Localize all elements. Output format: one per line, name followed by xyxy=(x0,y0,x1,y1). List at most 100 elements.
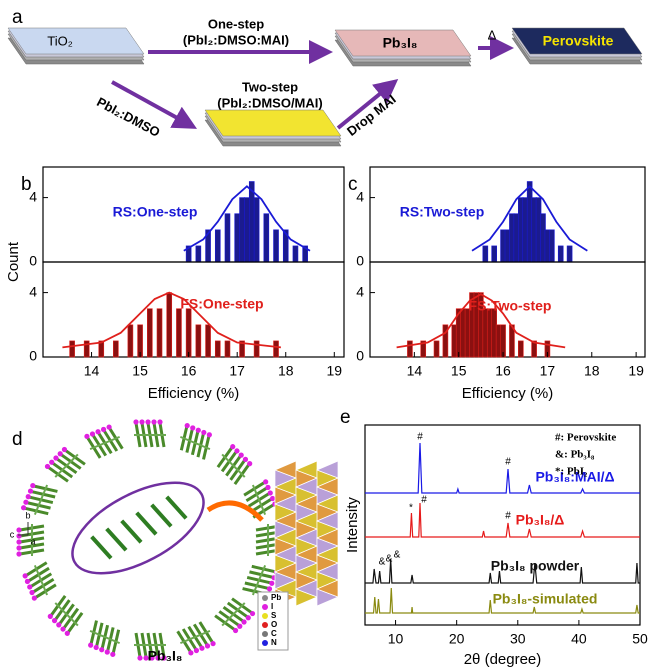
structure-caption: Pb₃I₈ xyxy=(148,648,183,664)
bar xyxy=(434,341,439,357)
x-axis-label: Efficiency (%) xyxy=(148,385,239,402)
bar xyxy=(235,214,240,262)
series-label: FS:One-step xyxy=(180,296,263,312)
atom xyxy=(145,419,150,424)
x-tick-label: 17 xyxy=(540,363,556,379)
x-axis-label: Efficiency (%) xyxy=(462,385,553,402)
series-label: RS:Two-step xyxy=(400,204,485,220)
bar xyxy=(215,230,220,262)
legend-label: O xyxy=(271,620,277,629)
atom xyxy=(16,545,21,550)
chain-cluster xyxy=(175,422,216,460)
x-tick-label: 18 xyxy=(584,363,600,379)
x-tick-label: 16 xyxy=(181,363,197,379)
route-recipe: (PbI₂:DMSO/MAI) xyxy=(217,95,322,110)
atom xyxy=(25,493,32,500)
legend-label: C xyxy=(271,629,277,638)
chain-cluster xyxy=(213,443,256,486)
atom xyxy=(109,651,116,658)
bar xyxy=(215,341,220,357)
bar xyxy=(244,198,249,262)
bar xyxy=(274,230,279,262)
bar xyxy=(293,246,298,262)
trace-label: Pb₃I₈/Δ xyxy=(516,512,565,528)
route-label: Two-step xyxy=(242,79,298,94)
peak-marker: * xyxy=(409,503,413,514)
legend-label: S xyxy=(271,611,277,620)
bar xyxy=(70,341,75,357)
central-cluster xyxy=(92,494,186,562)
bar xyxy=(196,246,201,262)
x-tick-label: 10 xyxy=(388,631,404,647)
trace-label: Pb₃I₈ powder xyxy=(491,558,580,574)
y-tick-label: 4 xyxy=(356,283,364,299)
atom xyxy=(151,419,156,424)
legend-swatch xyxy=(262,595,268,601)
x-tick-label: 19 xyxy=(628,363,644,379)
y-tick-label: 0 xyxy=(29,348,37,364)
x-tick-label: 15 xyxy=(132,363,148,379)
panel-label: d xyxy=(12,429,23,450)
atom xyxy=(266,585,273,592)
bond xyxy=(92,533,111,561)
y-tick-label: 4 xyxy=(29,188,37,204)
page: a TiO₂ One-step (PbI₂:DMSO:MAI) Pb₃I₈ Δ … xyxy=(0,0,649,667)
x-tick-label: 40 xyxy=(571,631,587,647)
layer-label: Perovskite xyxy=(543,33,614,49)
axis-label: a xyxy=(30,536,35,546)
y-tick-label: 4 xyxy=(29,283,37,299)
bar xyxy=(186,309,191,357)
legend-swatch xyxy=(262,604,268,610)
x-tick-label: 14 xyxy=(84,363,100,379)
x-axis-label: 2θ (degree) xyxy=(464,651,542,667)
peak-marker: # xyxy=(417,432,423,443)
atom xyxy=(157,419,162,424)
legend-label: *: PbI₂ xyxy=(555,466,588,478)
peak-marker: & xyxy=(394,550,401,561)
axis-label: b xyxy=(25,510,30,520)
legend-swatch xyxy=(262,631,268,637)
chain-cluster xyxy=(44,594,87,637)
bar xyxy=(225,214,230,262)
atom xyxy=(139,419,144,424)
bar xyxy=(206,325,211,357)
atom xyxy=(16,527,21,532)
atom xyxy=(16,539,21,544)
bond xyxy=(107,525,126,553)
bar xyxy=(492,246,497,262)
atom xyxy=(189,425,196,432)
atom xyxy=(23,499,30,506)
chain-cluster xyxy=(242,479,280,520)
route-label: One-step xyxy=(208,16,264,31)
chain-cluster xyxy=(44,443,87,486)
x-tick-label: 20 xyxy=(449,631,465,647)
atom xyxy=(104,649,111,656)
x-tick-label: 14 xyxy=(407,363,423,379)
bar xyxy=(157,309,162,357)
peak-marker: # xyxy=(505,511,511,522)
layer-label: Pb₃I₈ xyxy=(383,35,418,51)
peak-marker: & xyxy=(379,557,386,568)
axis-label: c xyxy=(10,529,15,539)
atom xyxy=(87,642,94,649)
bond xyxy=(152,502,171,530)
y-tick-label: 4 xyxy=(356,188,364,204)
bar xyxy=(483,246,488,262)
legend-label: #: Perovskite xyxy=(555,432,616,444)
series-label: FS:Two-step xyxy=(469,298,552,314)
series-label: RS:One-step xyxy=(113,204,198,220)
legend-label: Pb xyxy=(271,593,281,602)
legend-swatch xyxy=(262,613,268,619)
highlight-ellipse xyxy=(58,464,217,592)
chain-cluster xyxy=(84,620,125,658)
atom xyxy=(93,644,100,651)
peak-marker: & xyxy=(386,554,393,565)
figure: a TiO₂ One-step (PbI₂:DMSO:MAI) Pb₃I₈ Δ … xyxy=(0,0,649,667)
peak-marker: # xyxy=(421,495,427,506)
bar xyxy=(128,325,133,357)
atom xyxy=(27,488,34,495)
chain-cluster xyxy=(20,561,58,602)
route-recipe: (PbI₂:DMSO:MAI) xyxy=(183,32,289,47)
atom xyxy=(16,533,21,538)
x-tick-label: 19 xyxy=(327,363,343,379)
